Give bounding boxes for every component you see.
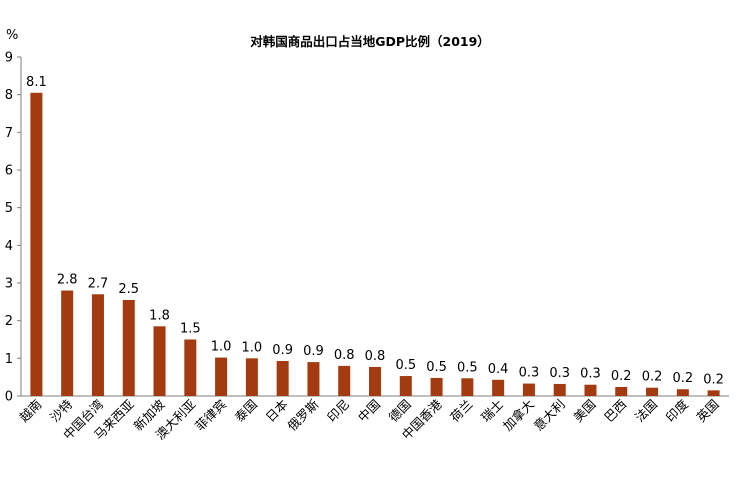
bar [522, 383, 535, 396]
data-label: 0.2 [642, 370, 663, 385]
bar [646, 387, 659, 396]
data-label: 0.5 [426, 360, 447, 375]
data-label: 1.0 [242, 340, 263, 355]
bar [245, 358, 258, 396]
data-label: 0.2 [672, 371, 693, 386]
category-label: 荷兰 [447, 397, 475, 425]
bar-series [30, 92, 720, 397]
data-label: 0.3 [519, 366, 540, 381]
y-tick-label: 0 [5, 390, 13, 405]
y-tick-label: 1 [5, 352, 13, 367]
bar [215, 357, 228, 396]
category-label: 巴西 [601, 397, 629, 425]
y-tick-label: 4 [5, 239, 13, 254]
category-label: 英国 [693, 397, 721, 425]
category-label: 印度 [663, 396, 692, 425]
bar [553, 383, 566, 396]
bar [122, 299, 135, 396]
category-label: 泰国 [232, 397, 260, 425]
data-label: 0.9 [272, 343, 293, 358]
bar [707, 390, 720, 396]
bar [615, 386, 628, 396]
y-axis-ticks: 0 1 2 3 4 5 6 7 8 9 [5, 51, 21, 405]
data-label: 0.5 [457, 360, 478, 375]
bar [492, 379, 505, 396]
data-label: 2.7 [88, 276, 109, 291]
data-label: 1.8 [149, 308, 170, 323]
bar [430, 377, 443, 396]
y-tick-label: 8 [5, 88, 13, 103]
data-label: 0.3 [580, 367, 601, 382]
y-tick-label: 7 [5, 126, 13, 141]
category-labels: 越南 沙特中国台湾马来西亚新加坡澳大利亚菲律宾 泰国 日本俄罗斯 印尼 中国 德国中国香港荷… [16, 396, 722, 442]
y-tick-label: 3 [5, 277, 13, 292]
data-labels: 8.1 2.8 2.7 2.5 1.8 1.5 1.0 1.0 0.9 0.9 0.8 0.8 0.5 0… [26, 75, 724, 388]
category-label: 法国 [632, 397, 660, 425]
bar [276, 360, 289, 396]
data-label: 0.2 [703, 372, 724, 387]
bar [676, 389, 689, 396]
category-label: 印尼 [324, 397, 352, 425]
y-tick-label: 9 [5, 51, 13, 66]
bar [399, 376, 412, 396]
category-label: 俄罗斯 [284, 397, 321, 434]
data-label: 8.1 [26, 75, 47, 90]
bar [184, 339, 197, 396]
data-label: 0.9 [303, 344, 324, 359]
data-label: 0.4 [488, 362, 509, 377]
bar [307, 362, 320, 396]
bar [369, 366, 381, 396]
bar [30, 92, 43, 397]
category-label: 菲律宾 [192, 397, 229, 434]
data-label: 2.5 [118, 282, 139, 297]
data-label: 0.2 [611, 369, 632, 384]
y-tick-label: 6 [5, 164, 13, 179]
bar [61, 290, 74, 396]
data-label: 0.8 [365, 349, 386, 364]
category-label: 美国 [570, 397, 598, 425]
y-unit-label: % [6, 28, 18, 43]
chart-title: 对韩国商品出口占当地GDP比例（2019） [250, 34, 490, 49]
bar [584, 384, 597, 396]
category-label: 意大利 [531, 397, 568, 434]
y-tick-label: 2 [5, 314, 13, 329]
y-tick-label: 5 [5, 201, 13, 216]
data-label: 1.5 [180, 322, 201, 337]
category-label: 中国 [355, 397, 383, 425]
bar [461, 378, 474, 396]
data-label: 0.8 [334, 348, 355, 363]
data-label: 0.5 [395, 358, 416, 373]
bar [153, 326, 166, 396]
bar [91, 294, 104, 396]
category-label: 越南 [16, 397, 44, 425]
data-label: 2.8 [57, 273, 78, 288]
bar [338, 365, 351, 396]
category-label: 加拿大 [500, 397, 537, 434]
data-label: 0.3 [549, 366, 570, 381]
data-label: 1.0 [211, 340, 232, 355]
